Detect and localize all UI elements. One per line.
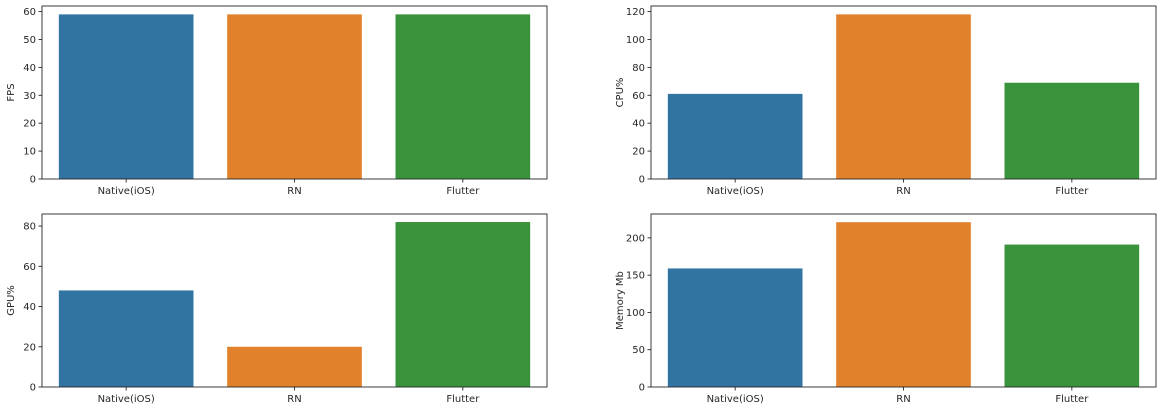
y-tick-label: 0 bbox=[30, 175, 36, 186]
x-tick-label: Flutter bbox=[1055, 186, 1089, 197]
y-tick-label: 20 bbox=[632, 147, 645, 158]
x-tick-label: Flutter bbox=[446, 186, 480, 197]
y-tick-label: 40 bbox=[23, 302, 36, 313]
y-tick-label: 40 bbox=[632, 119, 645, 130]
x-tick-label: Native(iOS) bbox=[707, 394, 764, 405]
bar bbox=[58, 14, 194, 179]
bar bbox=[227, 14, 362, 179]
y-tick-label: 100 bbox=[626, 308, 645, 319]
bar bbox=[1004, 82, 1140, 179]
bar bbox=[395, 14, 531, 179]
y-tick-label: 80 bbox=[632, 63, 645, 74]
x-tick-label: Native(iOS) bbox=[707, 186, 764, 197]
memory-chart: Memory Mb 0 50 100 150 200 Native(iOS) RN Flutt… bbox=[615, 213, 1157, 405]
y-tick-label: 0 bbox=[639, 383, 645, 394]
ylabel: Memory Mb bbox=[615, 271, 626, 330]
y-tick-label: 0 bbox=[30, 383, 36, 394]
ylabel: CPU% bbox=[615, 78, 626, 108]
x-tick-label: Flutter bbox=[446, 394, 480, 405]
bar bbox=[836, 14, 971, 179]
y-tick-label: 30 bbox=[23, 91, 36, 102]
x-tick-label: RN bbox=[896, 186, 910, 197]
y-tick-label: 10 bbox=[23, 147, 36, 158]
x-tick-label: Flutter bbox=[1055, 394, 1089, 405]
y-tick-label: 60 bbox=[23, 7, 36, 18]
x-tick-label: RN bbox=[287, 394, 301, 405]
bar bbox=[395, 222, 531, 387]
fps-chart: FPS 0 10 20 30 40 50 60 Native(iOS) RN Flutter bbox=[6, 5, 548, 197]
gpu-chart: GPU% 0 20 40 60 80 Native(iOS) RN Flutter bbox=[6, 213, 548, 405]
y-tick-label: 80 bbox=[23, 222, 36, 233]
y-tick-label: 50 bbox=[23, 35, 36, 46]
y-tick-label: 150 bbox=[626, 271, 645, 282]
x-tick-label: Native(iOS) bbox=[98, 186, 155, 197]
ylabel: GPU% bbox=[6, 285, 17, 316]
bar bbox=[58, 290, 194, 387]
bar bbox=[836, 222, 971, 387]
ylabel: FPS bbox=[6, 83, 17, 101]
cpu-chart: CPU% 0 20 40 60 80 100 120 Native(iOS) RN Flutter bbox=[615, 5, 1157, 197]
y-tick-label: 100 bbox=[626, 35, 645, 46]
y-tick-label: 0 bbox=[639, 175, 645, 186]
bar bbox=[1004, 244, 1140, 387]
y-tick-label: 20 bbox=[23, 342, 36, 353]
y-tick-label: 120 bbox=[626, 7, 645, 18]
x-tick-label: RN bbox=[287, 186, 301, 197]
y-tick-label: 60 bbox=[23, 262, 36, 273]
y-tick-label: 20 bbox=[23, 119, 36, 130]
x-tick-label: Native(iOS) bbox=[98, 394, 155, 405]
y-tick-label: 40 bbox=[23, 63, 36, 74]
y-tick-label: 60 bbox=[632, 91, 645, 102]
y-tick-label: 50 bbox=[632, 345, 645, 356]
bar bbox=[227, 346, 362, 387]
y-tick-label: 200 bbox=[626, 233, 645, 244]
x-tick-label: RN bbox=[896, 394, 910, 405]
bar bbox=[667, 93, 803, 179]
bar bbox=[667, 268, 803, 387]
